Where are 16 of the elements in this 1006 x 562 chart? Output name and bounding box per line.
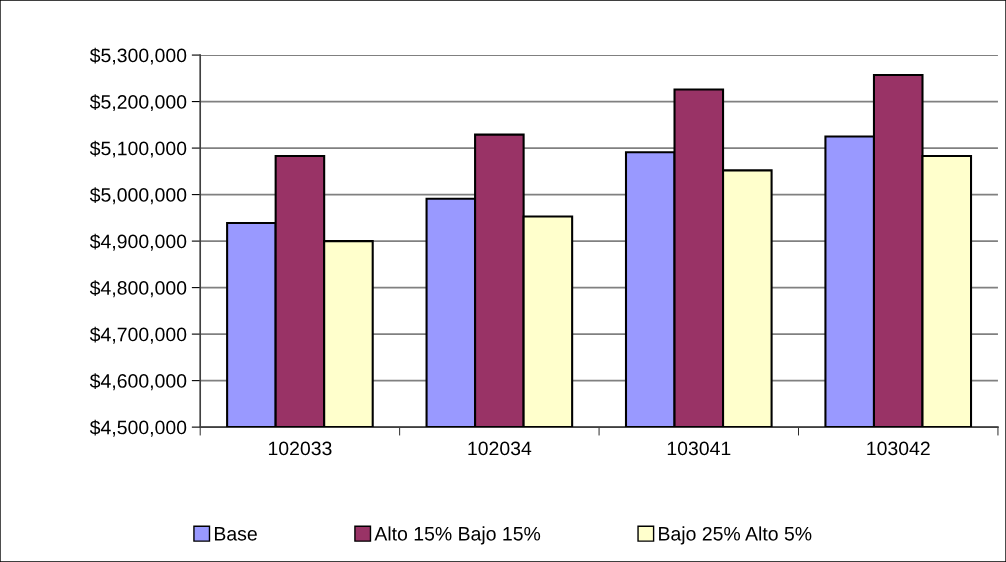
y-tick-label: $4,900,000 — [89, 233, 187, 251]
x-tick-label: 102033 — [268, 441, 332, 456]
x-tick-label: 102034 — [468, 441, 532, 456]
y-tick-label: $5,100,000 — [89, 140, 187, 158]
legend-label: Base — [214, 527, 257, 541]
y-tick-label: $4,500,000 — [89, 419, 187, 437]
y-tick-label: $5,000,000 — [89, 187, 187, 205]
legend-label: Bajo 25% Alto 5% — [659, 526, 812, 545]
y-tick-label: $5,200,000 — [89, 94, 187, 112]
legend-label: Alto 15% Bajo 15% — [374, 526, 541, 545]
y-tick-label: $5,300,000 — [89, 47, 187, 65]
x-tick-label: 103042 — [867, 441, 930, 456]
y-tick-label: $4,700,000 — [89, 326, 187, 344]
x-tick-label: 103041 — [667, 441, 731, 456]
y-tick-label: $4,600,000 — [89, 373, 187, 391]
y-tick-label: $4,800,000 — [89, 280, 187, 298]
